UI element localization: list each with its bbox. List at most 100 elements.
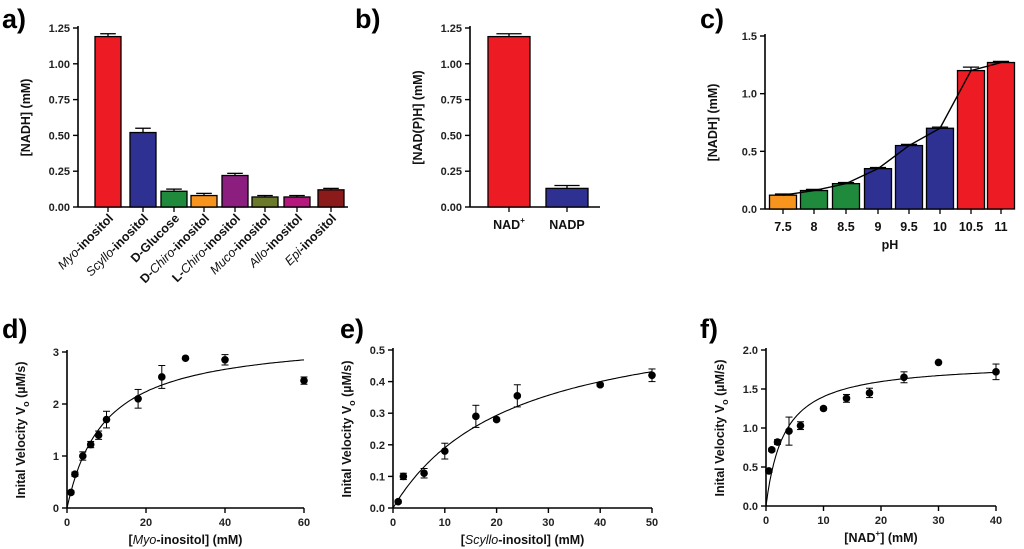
y-tick-label: 0.75 <box>441 95 462 107</box>
y-tick-label: 1.25 <box>441 23 462 35</box>
data-point <box>67 488 75 497</box>
y-tick-label: 0.50 <box>441 130 462 142</box>
bar <box>863 167 893 210</box>
x-category-label: 10.5 <box>959 220 983 234</box>
y-axis-label: [NADH] (mM) <box>706 84 720 162</box>
data-point <box>648 371 656 380</box>
x-category-label: 9.5 <box>900 220 917 234</box>
panel-b: b) 0.00 0.25 0.50 0.75 1.00 1.25 [NAD(P)H] (mM)… <box>355 4 600 232</box>
x-category-label: 7.5 <box>774 220 791 234</box>
data-point <box>767 446 776 454</box>
panel-d: d) 0 1 2 3 0 20 40 60 [Myo-inositol] (mM) Inital V… <box>2 314 310 547</box>
y-tick-label: 0.4 <box>370 377 386 389</box>
x-tick-label: 10 <box>817 515 829 527</box>
y-tick-label: 0.1 <box>370 471 385 483</box>
x-tick-label: 0 <box>763 515 769 527</box>
bar <box>831 182 861 210</box>
x-tick-label: 20 <box>140 517 152 529</box>
data-point <box>865 389 874 397</box>
y-tick-label: 1.0 <box>742 89 757 101</box>
data-point <box>934 358 943 367</box>
data-point <box>900 373 908 382</box>
y-tick-label: 2 <box>53 399 59 411</box>
x-category-label: 10 <box>933 220 947 234</box>
y-tick-label: 0.0 <box>742 204 757 216</box>
panel-label-b: b) <box>355 4 380 34</box>
bar <box>251 196 279 208</box>
data-point <box>472 412 480 421</box>
x-tick-label: 30 <box>932 515 944 527</box>
data-point <box>992 368 1000 376</box>
y-axis-label: Inital Velocity Vo (µM/s) <box>14 361 31 498</box>
bar <box>925 127 955 210</box>
bar <box>94 35 122 208</box>
data-point <box>134 395 142 403</box>
bar <box>799 189 829 210</box>
y-tick-label: 1.5 <box>743 384 758 396</box>
y-axis-label: Inital Velocity Vo (µM/s) <box>340 360 357 497</box>
y-tick-label: 1.0 <box>743 423 758 435</box>
panel-a: a)0.000.250.500.751.001.25[NADH] (mM)Myo… <box>2 4 348 286</box>
x-category-label: 8.5 <box>837 220 854 234</box>
x-tick-label: 0 <box>64 517 70 529</box>
data-point <box>399 472 408 481</box>
data-point <box>785 427 793 435</box>
y-tick-label: 1.5 <box>742 31 757 43</box>
data-point <box>79 452 87 460</box>
y-tick-label: 0.50 <box>49 130 70 142</box>
data-point <box>420 469 428 478</box>
y-tick-label: 0.75 <box>49 95 70 107</box>
y-tick-label: 1.00 <box>441 59 462 71</box>
x-axis-label: pH <box>882 238 899 252</box>
x-tick-label: 10 <box>439 517 451 529</box>
y-tick-label: 0 <box>53 503 59 515</box>
x-category-label: NADP <box>549 218 584 232</box>
trend-line <box>782 61 1002 196</box>
data-point <box>102 415 111 424</box>
x-axis-label: [Myo-inositol] (mM) <box>129 533 243 547</box>
y-tick-label: 1.00 <box>49 59 70 71</box>
data-point <box>441 447 449 455</box>
x-tick-label: 20 <box>875 515 887 527</box>
fit-curve <box>765 371 997 507</box>
panel-f: f) 0.0 0.5 1.0 1.5 2.0 0 10 20 30 40 [NAD+] (mM) Ini… <box>700 314 1002 545</box>
x-category-label: 9 <box>875 220 882 234</box>
y-tick-label: 0.25 <box>49 166 70 178</box>
x-tick-label: 40 <box>990 515 1002 527</box>
x-tick-label: 0 <box>390 517 396 529</box>
y-tick-label: 3 <box>53 347 59 359</box>
panel-label-c: c) <box>700 4 724 34</box>
bar <box>986 61 1016 210</box>
fit-curve <box>66 359 305 509</box>
bar <box>487 35 531 208</box>
panel-e: e) 0.0 0.1 0.2 0.3 0.4 0.5 0 10 20 30 40 50 [Scyllo-i… <box>340 314 658 547</box>
panel-label-e: e) <box>340 314 364 344</box>
bar <box>956 69 986 210</box>
x-category-label: NAD+ <box>493 216 525 232</box>
bar <box>221 174 249 208</box>
x-axis-label: [Scyllo-inositol] (mM) <box>461 533 585 547</box>
x-tick-label: 40 <box>594 517 606 529</box>
bar <box>317 189 345 208</box>
panel-label-d: d) <box>2 314 27 344</box>
panel-label-f: f) <box>700 314 718 344</box>
data-point <box>86 440 95 449</box>
y-tick-label: 1.25 <box>49 23 70 35</box>
data-point <box>819 404 828 413</box>
data-point <box>765 467 773 475</box>
y-axis-label: [NAD(P)H] (mM) <box>411 70 425 164</box>
bar <box>190 194 218 208</box>
y-tick-label: 0.00 <box>441 202 462 214</box>
data-point <box>71 470 79 479</box>
bar <box>768 194 798 210</box>
panel-label-a: a) <box>2 4 26 34</box>
data-point <box>158 373 166 381</box>
bar <box>894 144 924 210</box>
data-point <box>773 438 782 446</box>
data-point <box>181 354 190 363</box>
y-axis-label: [NADH] (mM) <box>19 79 33 157</box>
y-tick-label: 0.0 <box>743 501 758 513</box>
bar <box>283 196 311 208</box>
y-tick-label: 0.0 <box>370 503 385 515</box>
data-point <box>94 431 103 440</box>
